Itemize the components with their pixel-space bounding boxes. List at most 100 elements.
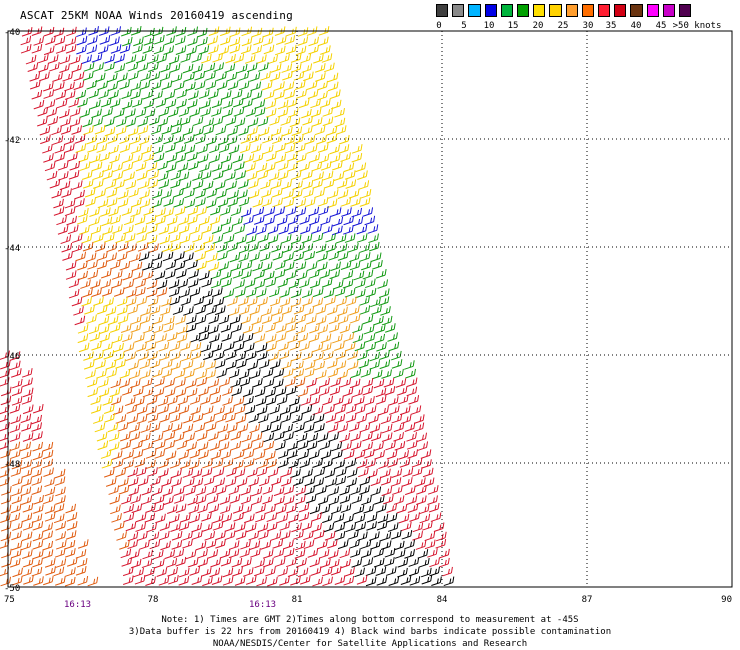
wind-barb (314, 360, 326, 371)
wind-barb (164, 315, 175, 326)
legend-label: 20 (532, 21, 544, 31)
wind-barb (153, 152, 165, 163)
wind-barb (74, 198, 85, 208)
wind-barb (53, 566, 65, 577)
wind-barb (416, 495, 427, 505)
wind-barb (357, 170, 368, 180)
wind-barb (109, 387, 121, 398)
wind-barb (272, 251, 284, 261)
wind-barb (302, 296, 314, 307)
wind-barb (235, 522, 246, 533)
wind-barb (350, 548, 361, 558)
wind-barb (169, 459, 181, 469)
wind-barb (318, 153, 330, 164)
wind-barb (205, 71, 216, 81)
wind-barb (240, 494, 252, 505)
wind-barb (196, 206, 208, 216)
wind-barb (115, 233, 126, 244)
wind-barb (222, 576, 234, 586)
wind-barb (164, 378, 176, 388)
wind-barb (91, 53, 103, 63)
wind-barb (197, 548, 208, 559)
wind-barb (309, 278, 321, 289)
wind-barb (179, 288, 191, 298)
wind-barb (190, 342, 202, 352)
wind-barb (423, 477, 435, 488)
wind-barb (131, 261, 143, 272)
wind-barb (251, 495, 263, 506)
wind-barb (32, 431, 43, 441)
wind-barb (263, 441, 275, 451)
wind-barb (298, 512, 310, 522)
legend-label: 25 (557, 21, 569, 31)
wind-barb (418, 504, 430, 515)
wind-barb (352, 323, 363, 334)
wind-barb (257, 459, 269, 469)
wind-barb (88, 324, 100, 335)
wind-barb (165, 269, 176, 280)
wind-barb (125, 351, 136, 362)
wind-barb (189, 287, 201, 297)
wind-barb (198, 89, 210, 99)
wind-barb (87, 269, 99, 280)
wind-barb (97, 251, 108, 261)
wind-barb (329, 269, 341, 280)
wind-barb (254, 566, 265, 577)
wind-barb (344, 170, 356, 180)
wind-barb (283, 539, 294, 550)
wind-barb (135, 466, 147, 477)
wind-barb (125, 296, 137, 307)
wind-barb (65, 567, 76, 577)
wind-barb (33, 504, 44, 514)
wind-barb (81, 233, 93, 244)
wind-barb (378, 459, 389, 470)
note-line-3: NOAA/NESDIS/Center for Satellite Applica… (212, 639, 528, 649)
wind-barb (188, 160, 199, 171)
note-line-1: Note: 1) Times are GMT 2)Times along bot… (161, 615, 579, 625)
wind-barb (99, 35, 111, 45)
wind-barb (273, 486, 285, 497)
wind-barb (230, 378, 241, 388)
wind-barb (139, 179, 150, 190)
wind-barb (372, 260, 383, 270)
wind-barb (375, 269, 387, 279)
wind-barb (234, 404, 246, 415)
wind-barb (147, 351, 158, 361)
wind-barb (123, 215, 135, 226)
wind-barb (398, 513, 410, 524)
wind-barb (1, 486, 12, 496)
wind-barb (22, 521, 34, 531)
wind-barb (279, 297, 291, 307)
wind-barb (54, 548, 66, 558)
wind-barb (304, 476, 316, 487)
wind-barb (206, 135, 217, 146)
wind-barb (261, 80, 273, 91)
wind-barb (71, 125, 82, 135)
wind-barb (243, 215, 254, 225)
wind-barb (384, 557, 395, 567)
wind-barb (212, 521, 224, 531)
wind-barb (132, 270, 144, 281)
wind-barb (31, 476, 43, 486)
wind-barb (148, 531, 160, 542)
wind-barb (257, 116, 269, 127)
wind-barb (9, 512, 21, 523)
wind-barb (308, 332, 320, 343)
wind-barb (320, 45, 331, 55)
wind-barb (370, 252, 382, 263)
wind-barb (313, 171, 324, 182)
wind-barb (287, 567, 299, 577)
wind-barb (360, 189, 372, 199)
wind-barb (295, 45, 307, 56)
wind-barb (359, 422, 371, 433)
wind-barb (68, 278, 80, 289)
wind-barb (393, 495, 405, 505)
wind-barb (134, 458, 146, 468)
lat-tick-label: -44 (4, 244, 20, 254)
wind-barb (336, 296, 348, 307)
wind-barb (116, 531, 127, 541)
wind-barb (221, 332, 233, 342)
wind-barb (335, 475, 347, 486)
wind-barb (232, 504, 244, 514)
wind-barb (285, 206, 297, 217)
